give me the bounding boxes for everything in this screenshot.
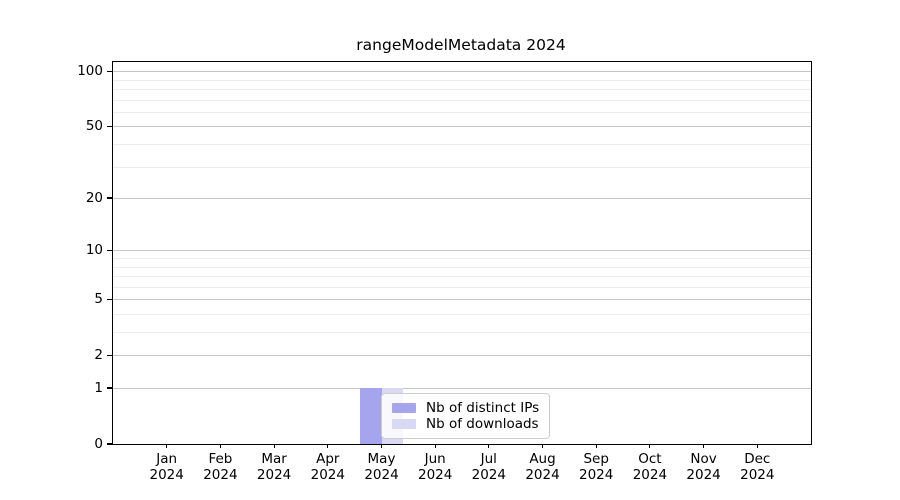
x-tick-label-dec: Dec 2024 — [723, 451, 791, 483]
y-tick-mark-2 — [107, 354, 112, 356]
y-tick-mark-0 — [107, 443, 112, 445]
x-tick-year: 2024 — [149, 467, 184, 483]
legend-swatch-downloads — [392, 419, 416, 429]
x-tick-year: 2024 — [579, 467, 614, 483]
y-tick-mark-20 — [107, 197, 112, 199]
x-tick-month: Nov — [690, 451, 717, 467]
major-gridline-2 — [113, 355, 811, 357]
x-tick-month: Jul — [480, 451, 497, 467]
minor-gridline-8 — [113, 266, 811, 268]
legend-label-downloads: Nb of downloads — [426, 416, 539, 432]
x-tick-mark-aug — [541, 444, 544, 448]
y-tick-mark-50 — [107, 125, 112, 127]
x-tick-month: Feb — [208, 451, 233, 467]
x-tick-year: 2024 — [203, 467, 238, 483]
y-tick-label-50: 50 — [85, 118, 103, 135]
bar-may-series0 — [360, 388, 382, 444]
x-tick-month: Jan — [156, 451, 178, 467]
y-tick-mark-100 — [107, 70, 112, 72]
chart-title: rangeModelMetadata 2024 — [356, 36, 566, 54]
x-tick-month: Apr — [316, 451, 340, 467]
minor-gridline-40 — [113, 143, 811, 145]
legend-item-downloads: Nb of downloads — [392, 416, 539, 432]
x-tick-label-apr: Apr 2024 — [294, 451, 362, 483]
y-tick-label-1: 1 — [94, 380, 103, 396]
x-tick-label-oct: Oct 2024 — [616, 451, 684, 483]
x-tick-year: 2024 — [740, 467, 775, 483]
major-gridline-50 — [113, 126, 811, 128]
major-gridline-1 — [113, 388, 811, 389]
x-tick-year: 2024 — [471, 467, 506, 483]
major-gridline-5 — [113, 299, 811, 301]
x-tick-mark-dec — [756, 444, 758, 448]
x-tick-label-jun: Jun 2024 — [401, 451, 469, 483]
x-tick-year: 2024 — [256, 467, 292, 483]
x-tick-year: 2024 — [364, 467, 399, 483]
x-tick-label-jul: Jul 2024 — [455, 451, 523, 483]
legend: Nb of distinct IPs Nb of downloads — [381, 393, 551, 439]
x-tick-mark-sep — [595, 444, 597, 448]
x-tick-label-jan: Jan 2024 — [133, 451, 201, 483]
x-tick-month: Oct — [638, 451, 662, 467]
x-tick-mark-nov — [703, 444, 705, 448]
x-tick-mark-mar — [273, 444, 275, 448]
x-tick-label-feb: Feb 2024 — [186, 451, 254, 483]
y-tick-label-20: 20 — [85, 190, 103, 206]
x-tick-mark-feb — [219, 444, 221, 448]
x-tick-label-nov: Nov 2024 — [670, 451, 738, 483]
x-tick-month: Mar — [261, 451, 287, 467]
legend-swatch-distinct-ips — [392, 403, 416, 413]
x-tick-mark-apr — [327, 444, 329, 448]
x-tick-mark-jul — [488, 444, 490, 448]
minor-gridline-3 — [113, 332, 811, 333]
y-tick-label-5: 5 — [94, 291, 103, 308]
x-tick-year: 2024 — [525, 467, 560, 483]
y-tick-mark-5 — [107, 298, 112, 300]
x-tick-month: Jun — [424, 451, 446, 467]
x-tick-year: 2024 — [632, 467, 668, 483]
minor-gridline-30 — [113, 166, 811, 168]
minor-gridline-80 — [113, 88, 811, 90]
y-tick-mark-1 — [107, 387, 112, 389]
x-tick-mark-jun — [434, 444, 436, 448]
x-tick-year: 2024 — [686, 467, 721, 483]
y-tick-label-0: 0 — [94, 436, 103, 452]
y-tick-mark-10 — [107, 249, 112, 251]
x-tick-label-mar: Mar 2024 — [240, 451, 308, 483]
legend-label-distinct-ips: Nb of distinct IPs — [426, 400, 540, 416]
x-tick-year: 2024 — [310, 467, 345, 483]
minor-gridline-7 — [113, 276, 811, 277]
x-tick-month: Dec — [744, 451, 771, 467]
minor-gridline-4 — [113, 313, 811, 315]
minor-gridline-9 — [113, 257, 811, 259]
x-tick-label-may: May 2024 — [348, 451, 416, 483]
major-gridline-10 — [113, 250, 811, 252]
minor-gridline-60 — [113, 111, 811, 113]
minor-gridline-90 — [113, 79, 811, 81]
y-tick-label-100: 100 — [77, 63, 103, 80]
major-gridline-100 — [113, 71, 811, 73]
x-tick-mark-jan — [166, 444, 168, 448]
x-tick-month: Sep — [583, 451, 609, 467]
minor-gridline-6 — [113, 286, 811, 288]
y-tick-label-10: 10 — [85, 242, 103, 259]
x-tick-label-aug: Aug 2024 — [509, 451, 577, 483]
x-tick-year: 2024 — [418, 467, 453, 483]
x-tick-month: Aug — [529, 451, 556, 467]
legend-item-distinct-ips: Nb of distinct IPs — [392, 400, 539, 416]
plot-area: Nb of distinct IPs Nb of downloads 0 1 2 5 1… — [77, 61, 812, 483]
minor-gridline-70 — [113, 99, 811, 101]
y-tick-label-2: 2 — [94, 347, 103, 364]
major-gridline-20 — [113, 198, 811, 199]
x-tick-label-sep: Sep 2024 — [562, 451, 630, 483]
x-tick-month: May — [367, 451, 396, 467]
x-tick-mark-oct — [649, 444, 651, 448]
x-tick-mark-may — [380, 444, 383, 448]
